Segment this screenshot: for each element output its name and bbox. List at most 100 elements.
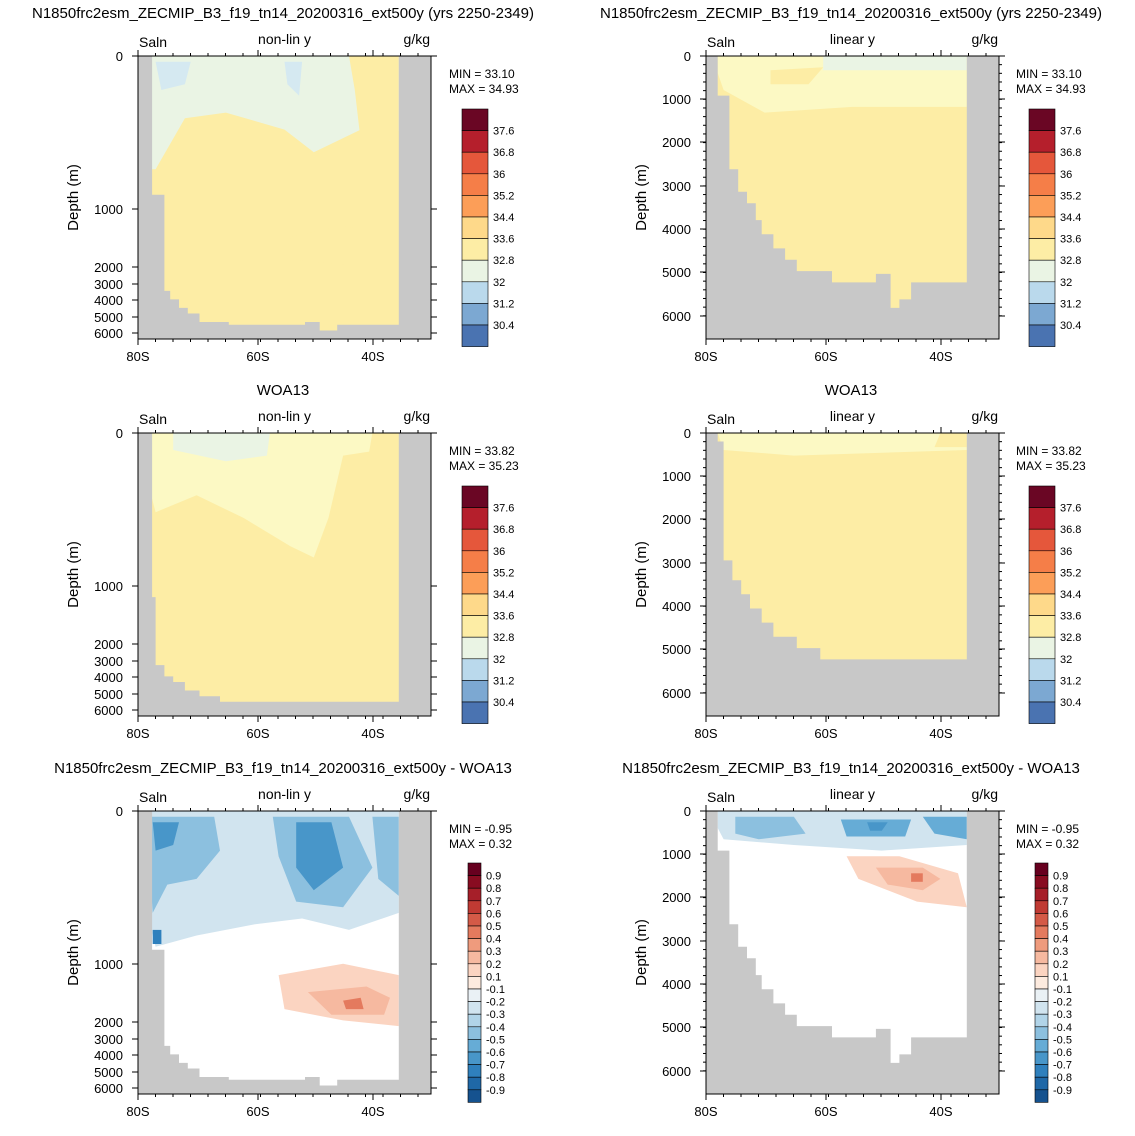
contour-region [366,433,399,535]
colorbar-swatch [467,1039,482,1053]
colorbar-swatch [467,1013,482,1028]
colorbar-swatch [467,913,482,927]
colorbar-swatch [461,680,489,703]
colorbar-label: 35.2 [1060,190,1081,202]
min-value: MIN = 33.10 [1016,67,1082,81]
y-tick-label: 6000 [662,309,691,324]
y-axis-label: Depth (m) [633,164,650,231]
min-value: MIN = -0.95 [449,822,512,836]
colorbar-swatch [1034,988,1049,1002]
contour-region [296,822,344,891]
min-value: MIN = -0.95 [1016,822,1079,836]
colorbar-label: 31.2 [493,298,514,310]
colorbar-swatch [1028,680,1056,703]
y-tick-label: 6000 [94,703,123,718]
colorbar-swatch [1034,1051,1049,1065]
colorbar-label: 0.8 [1053,883,1068,895]
colorbar-label: 36 [1060,169,1072,181]
colorbar-swatch [1034,875,1049,889]
y-tick-label: 5000 [662,265,691,280]
colorbar-swatch [1034,963,1049,977]
y-tick-label: 1000 [662,92,691,107]
colorbar-label: -0.7 [486,1060,505,1072]
colorbar-swatch [461,259,489,283]
colorbar-label: 32.8 [1060,255,1081,267]
colorbar-label: 36 [493,546,505,558]
scale-label: linear y [830,786,875,802]
contour-region [290,225,399,272]
y-tick-label: 1000 [94,202,123,217]
contour-region [875,867,941,891]
colorbar-label: 33.6 [1060,234,1081,246]
colorbar-label: -0.3 [486,1009,505,1021]
colorbar-label: 0.9 [1053,871,1068,883]
colorbar-swatch [1028,485,1056,508]
chart-panel: Saln linear y g/kg 0 1000 2000 3000 4000 5000 600… [633,31,1086,364]
colorbar-label: 34.4 [493,212,514,224]
units-label: g/kg [972,786,998,802]
colorbar-label: 31.2 [493,675,514,687]
contour-region [152,929,162,944]
y-tick-label: 4000 [94,1048,123,1063]
colorbar-swatch [461,108,489,131]
y-tick-label: 2000 [662,890,691,905]
colorbar-swatch [1028,701,1056,724]
scale-label: non-lin y [258,786,311,802]
colorbar-swatch [1034,913,1049,927]
colorbar-label: 30.4 [493,697,514,709]
y-tick-label: 0 [684,49,691,64]
y-tick-label: 2000 [94,637,123,652]
contour-region [934,433,967,448]
y-tick-label: 2000 [94,260,123,275]
colorbar-swatch [1028,593,1056,616]
colorbar-swatch [1034,1013,1049,1028]
colorbar-swatch [1028,658,1056,681]
colorbar-label: 36.8 [493,524,514,536]
colorbar-label: 37.6 [1060,126,1081,138]
x-tick-label: 40S [929,726,952,741]
colorbar-swatch [461,281,489,304]
colorbar-label: 30.4 [493,320,514,332]
max-value: MAX = 0.32 [449,837,512,851]
colorbar-label: -0.4 [486,1022,505,1034]
colorbar: 0.90.80.70.60.50.40.30.20.1-0.1-0.2-0.3-… [467,862,505,1103]
y-axis-label: Depth (m) [633,919,650,986]
colorbar-label: 33.6 [493,234,514,246]
colorbar-label: 33.6 [1060,611,1081,623]
land-mask [706,433,999,716]
colorbar-swatch [1028,636,1056,660]
colorbar-label: 34.4 [493,589,514,601]
x-tick-label: 80S [126,726,149,741]
colorbar-label: 30.4 [1060,697,1081,709]
y-tick-label: 2000 [662,512,691,527]
colorbar-label: 32.8 [493,255,514,267]
y-tick-label: 3000 [662,179,691,194]
colorbar-swatch [461,701,489,724]
y-tick-label: 5000 [94,687,123,702]
variable-label: Saln [139,34,167,50]
colorbar-label: -0.7 [1053,1060,1072,1072]
y-tick-label: 2000 [94,1015,123,1030]
plot-frame [137,432,432,717]
x-tick-label: 60S [246,726,269,741]
colorbar-label: 36 [1060,546,1072,558]
row-title: WOA13 [825,382,878,399]
colorbar-swatch [467,1076,482,1091]
y-tick-label: 5000 [662,1020,691,1035]
y-tick-label: 4000 [662,977,691,992]
colorbar-swatch [1034,1076,1049,1091]
chart-panel: Saln linear y g/kg 0 1000 2000 3000 4000 5000 600… [633,786,1079,1119]
colorbar: 37.6 36.8 36 35.2 34.4 33.6 32.8 32 31.2 30.4 [1028,108,1081,347]
row-title: WOA13 [257,382,310,399]
units-label: g/kg [404,408,430,424]
plot-frame [137,810,432,1095]
colorbar-label: 0.6 [486,908,501,920]
plot-frame [705,810,1000,1095]
max-value: MAX = 34.93 [449,82,519,96]
x-tick-label: 80S [694,726,717,741]
max-value: MAX = 0.32 [1016,837,1079,851]
colorbar-label: 32 [1060,654,1072,666]
colorbar-label: -0.6 [486,1047,505,1059]
colorbar-swatch [461,324,489,347]
colorbar-swatch [467,963,482,977]
